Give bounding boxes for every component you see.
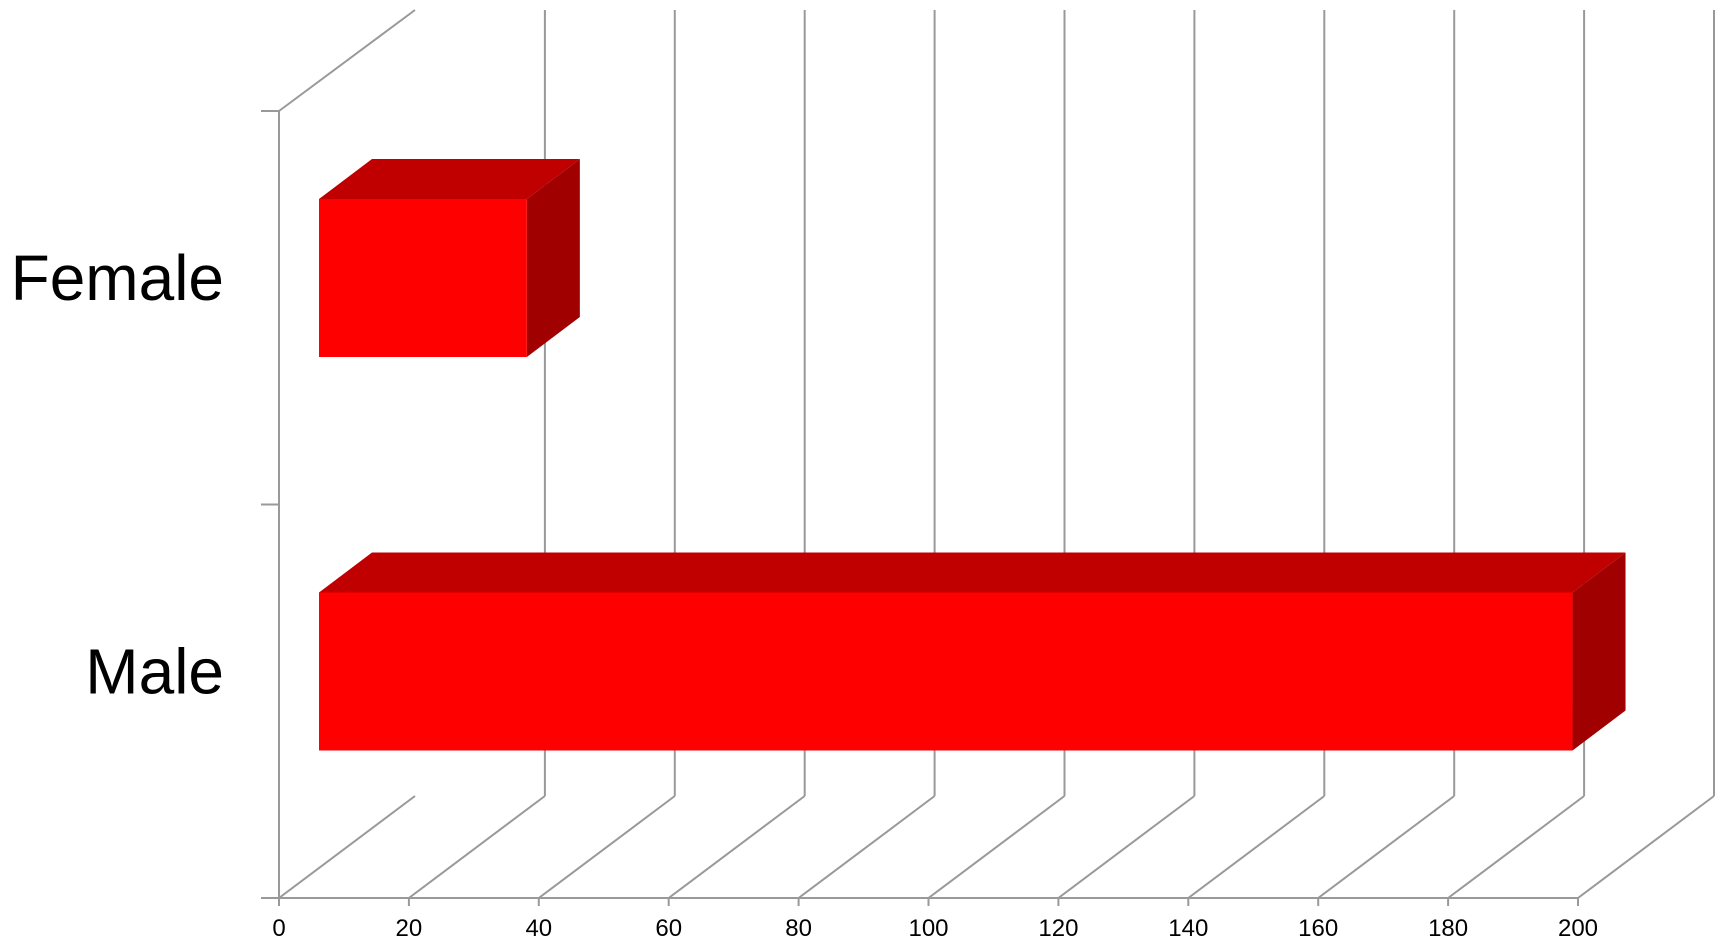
floor-gridline: [668, 795, 806, 899]
bar-side-face: [1572, 552, 1626, 751]
x-tick-label: 120: [1038, 915, 1078, 942]
floor-gridline: [1577, 795, 1715, 899]
category-label: Male: [85, 636, 224, 708]
x-tick-label: 20: [396, 915, 423, 942]
x-tick-label: 200: [1558, 915, 1598, 942]
x-tick-label: 100: [908, 915, 948, 942]
bar-side-face: [526, 159, 580, 357]
floor-gridline: [278, 795, 416, 899]
floor-gridline: [797, 795, 936, 899]
bar-male: [319, 552, 1626, 751]
bar-female: [319, 159, 580, 357]
bar-top-face: [319, 159, 580, 199]
x-tick-label: 140: [1168, 915, 1208, 942]
category-label: Female: [11, 242, 224, 314]
labels-layer: 0 20 40 60 80 100 120 140 160 180 200 Female Male: [11, 242, 1598, 942]
bars-layer: [319, 159, 1626, 751]
floor-gridline: [927, 795, 1066, 899]
floor-gridline: [538, 795, 676, 899]
bar-top-face: [319, 552, 1626, 593]
x-tick-label: 0: [272, 915, 285, 942]
x-tick-label: 160: [1298, 915, 1338, 942]
grid-layer: [261, 9, 1715, 906]
floor-gridline: [408, 795, 546, 899]
x-tick-label: 180: [1428, 915, 1468, 942]
bar-front-face: [319, 592, 1573, 751]
x-tick-label: 40: [525, 915, 552, 942]
x-tick-label: 60: [655, 915, 682, 942]
bar-front-face: [319, 199, 527, 357]
axis-line-top-diagonal: [278, 9, 416, 112]
x-tick-label: 80: [785, 915, 812, 942]
floor-gridline: [1447, 795, 1585, 899]
floor-gridline: [1057, 795, 1196, 899]
floor-gridline: [1187, 795, 1325, 899]
floor-gridline: [1317, 795, 1455, 899]
